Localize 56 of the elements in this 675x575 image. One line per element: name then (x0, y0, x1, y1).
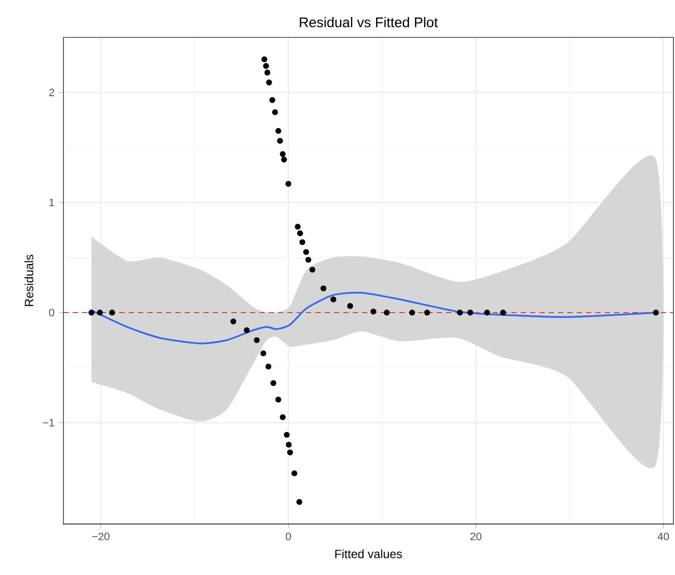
point (281, 156, 287, 162)
point (467, 310, 474, 316)
point (275, 396, 282, 403)
x-tick-label: 20 (470, 532, 482, 540)
point (305, 256, 312, 263)
point (484, 310, 490, 316)
point (297, 230, 304, 236)
point (291, 470, 298, 476)
point (254, 337, 260, 344)
point (266, 80, 272, 86)
point (309, 266, 316, 273)
point (384, 310, 390, 316)
x-tick-label: 40 (658, 532, 669, 540)
y-axis-title: Residuals (24, 254, 34, 306)
point (294, 224, 301, 230)
x-tick-label: 0 (286, 532, 291, 540)
point (264, 70, 270, 76)
point (88, 310, 94, 316)
point (652, 310, 659, 316)
point (296, 499, 302, 505)
point (261, 56, 268, 62)
point (270, 380, 276, 386)
point (457, 310, 463, 316)
chart-title: Residual vs Fitted Plot (300, 17, 438, 28)
point (96, 310, 103, 316)
point (284, 432, 290, 438)
point (287, 449, 293, 456)
y-tick-label: 2 (49, 88, 54, 96)
point (230, 318, 236, 324)
point (280, 414, 286, 420)
point (269, 97, 276, 104)
point (347, 303, 354, 309)
point (260, 350, 266, 356)
point (303, 249, 310, 255)
point (299, 239, 306, 246)
y-tick-label: −1 (42, 419, 54, 426)
x-axis-title: Fitted values (335, 549, 402, 558)
point (280, 151, 286, 157)
point (277, 138, 283, 144)
point (330, 296, 336, 302)
y-tick-label: 0 (49, 308, 54, 316)
x-tick-label: −20 (92, 532, 110, 540)
point (286, 442, 292, 448)
point (272, 109, 278, 116)
point (265, 364, 272, 370)
point (244, 327, 250, 334)
point (285, 180, 292, 187)
point (320, 285, 326, 292)
y-tick-label: 1 (50, 198, 54, 206)
point (424, 310, 430, 316)
point (500, 310, 506, 316)
point (263, 63, 269, 69)
point (370, 308, 376, 314)
point (275, 128, 282, 134)
point (409, 310, 416, 316)
point (109, 310, 116, 316)
